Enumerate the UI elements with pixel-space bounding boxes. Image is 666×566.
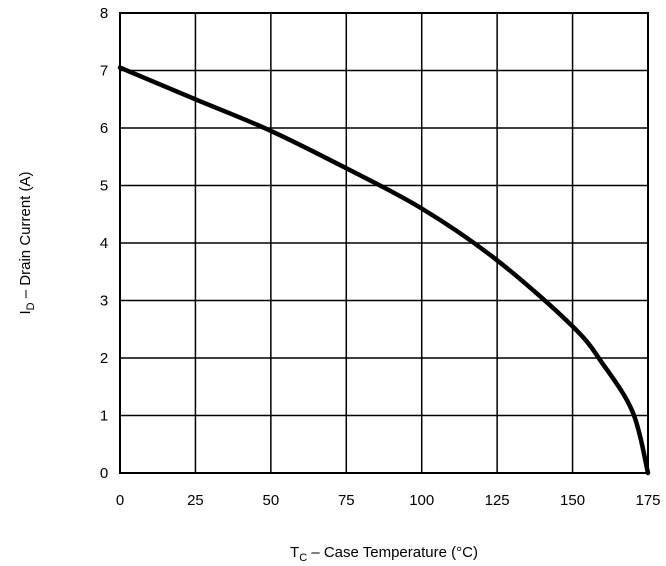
y-tick-labels: 0 1 2 3 4 5 6 7 8 bbox=[100, 5, 108, 482]
x-tick-label: 175 bbox=[635, 492, 660, 509]
x-axis-label-rest: – Case Temperature (°C) bbox=[307, 544, 478, 561]
y-tick-label: 7 bbox=[100, 63, 108, 80]
y-axis-label-rest: – Drain Current (A) bbox=[17, 172, 34, 303]
x-tick-label: 125 bbox=[485, 492, 510, 509]
grid bbox=[119, 12, 649, 474]
plot-frame bbox=[119, 12, 649, 474]
y-tick-label: 4 bbox=[100, 235, 108, 252]
series-curve bbox=[117, 65, 651, 476]
y-tick-label: 1 bbox=[100, 408, 108, 425]
x-tick-label: 100 bbox=[409, 492, 434, 509]
y-tick-label: 3 bbox=[100, 293, 108, 310]
x-axis-label-sub: C bbox=[299, 552, 307, 564]
y-axis-label-sub: D bbox=[25, 302, 37, 310]
y-axis-label-main: I bbox=[17, 310, 34, 314]
x-tick-labels: 0 25 50 75 100 125 150 175 bbox=[116, 492, 661, 509]
y-tick-label: 2 bbox=[100, 350, 108, 367]
y-tick-label: 0 bbox=[100, 465, 108, 482]
x-tick-label: 50 bbox=[263, 492, 280, 509]
x-axis-label: TC – Case Temperature (°C) bbox=[290, 544, 478, 564]
y-tick-label: 5 bbox=[100, 178, 108, 195]
x-tick-label: 0 bbox=[116, 492, 124, 509]
y-tick-label: 6 bbox=[100, 120, 108, 137]
y-tick-label: 8 bbox=[100, 5, 108, 22]
x-tick-label: 150 bbox=[560, 492, 585, 509]
x-tick-label: 75 bbox=[338, 492, 355, 509]
y-axis-label: ID – Drain Current (A) bbox=[17, 172, 37, 315]
x-tick-label: 25 bbox=[187, 492, 204, 509]
x-axis-label-main: T bbox=[290, 544, 299, 561]
